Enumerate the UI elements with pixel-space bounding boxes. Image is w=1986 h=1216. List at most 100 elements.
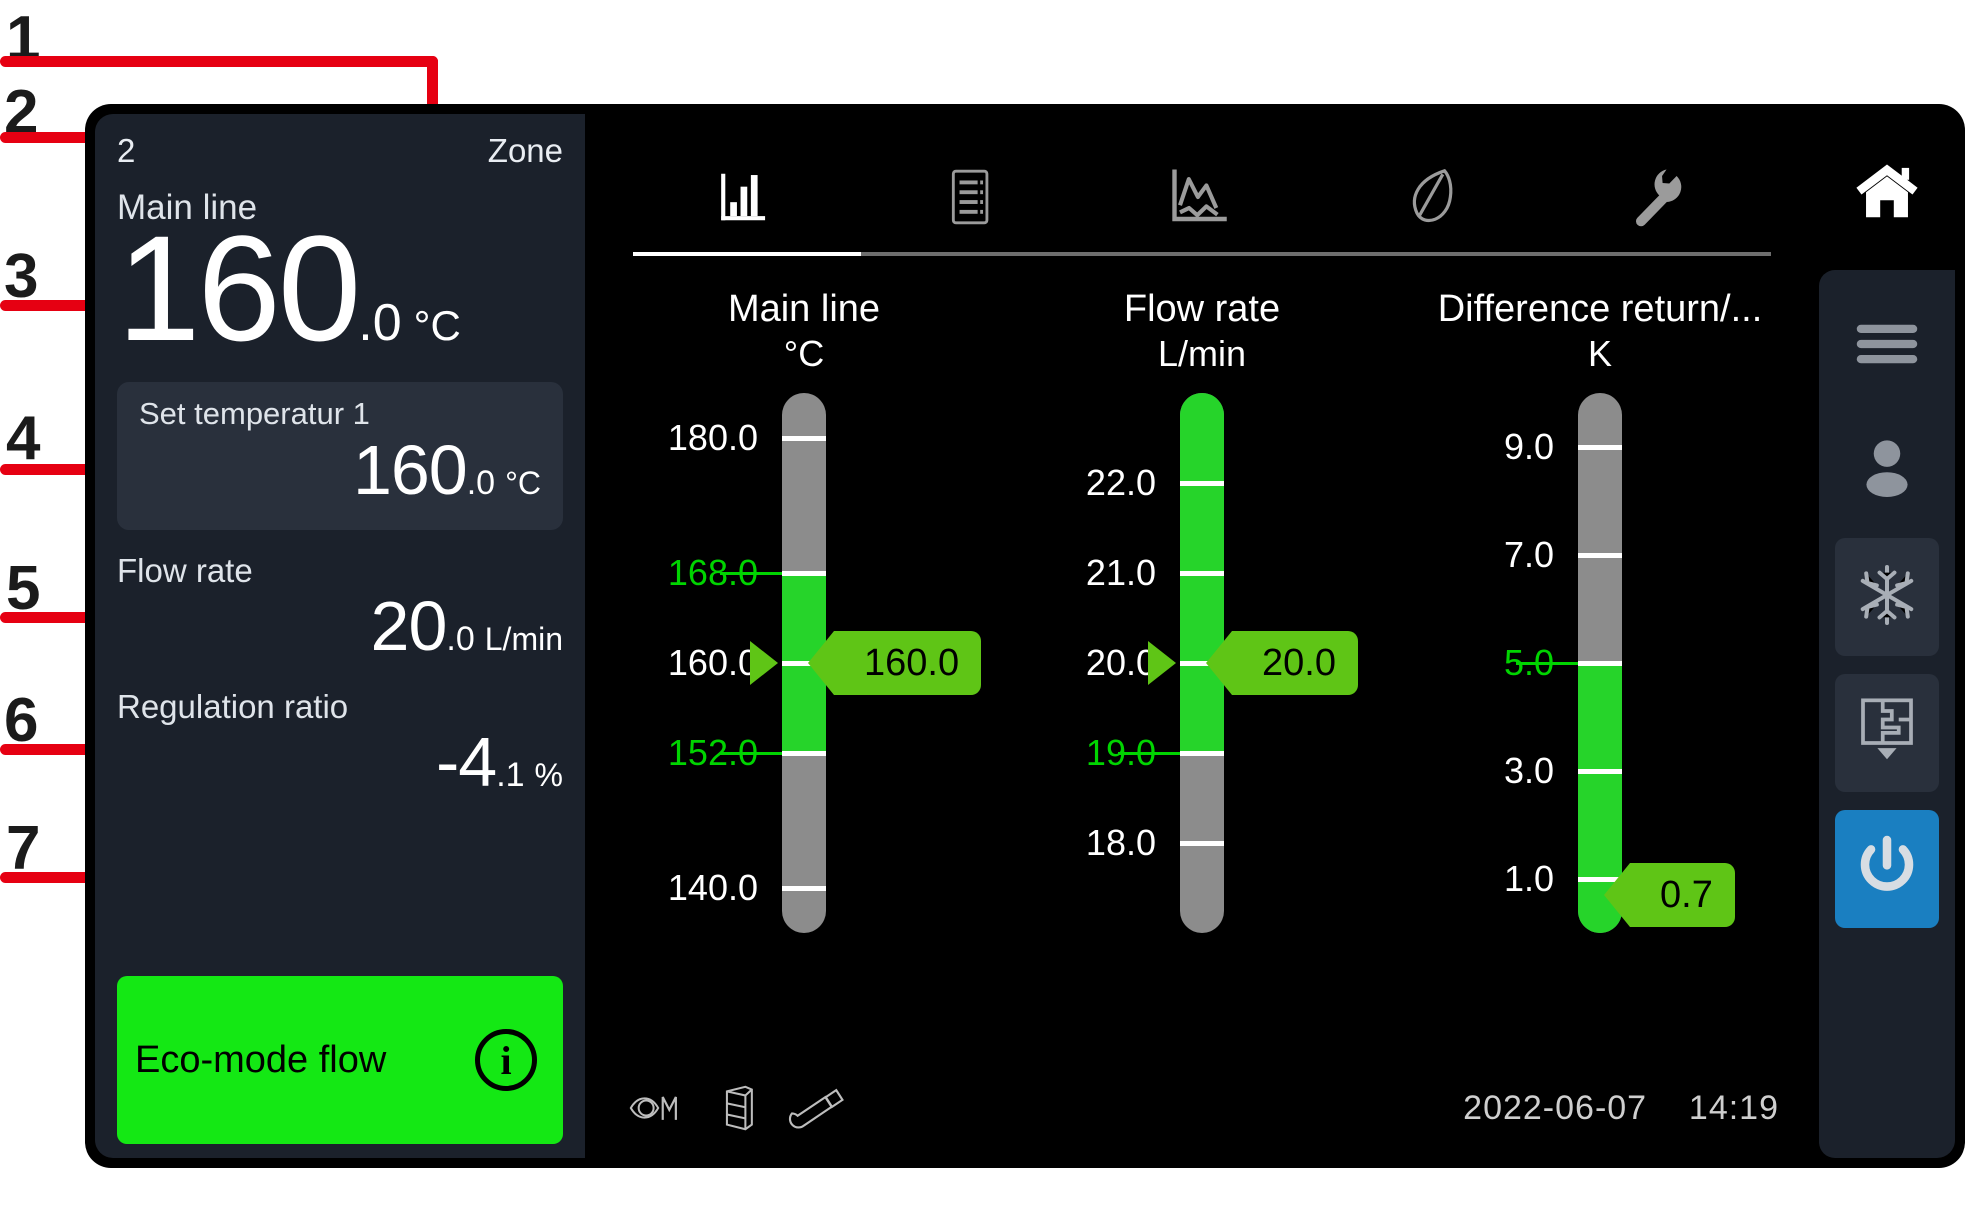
main-line-gauge-limit-line — [720, 572, 782, 575]
user-icon — [1856, 435, 1918, 502]
difference-return-gauge-axis-label: 9.0 — [1503, 426, 1554, 467]
line-chart-icon — [1169, 166, 1235, 228]
menu-button[interactable] — [1835, 294, 1939, 398]
main-line-gauge-value-bubble: 160.0 — [807, 631, 982, 695]
clock: 2022-06-07 14:19 — [1463, 1089, 1779, 1128]
difference-return-gauge-axis-label: 7.0 — [1503, 534, 1554, 575]
set-temperature-dec: .0 — [466, 463, 496, 502]
flow-rate-gauge-tick — [1180, 661, 1224, 666]
flow-rate-gauge-plot: 22.0 21.0 20.0 19.0 18.0 20.0 — [1003, 393, 1401, 933]
difference-return-gauge-unit: K — [1587, 333, 1612, 374]
flow-rate-gauge-track[interactable] — [1180, 393, 1224, 933]
tab-list[interactable] — [861, 142, 1089, 252]
clock-time: 14:19 — [1688, 1088, 1779, 1127]
difference-return-gauge-title: Difference return/... — [1437, 288, 1763, 330]
screen: 2 Zone Main line 160 .0 °C Set temperatu… — [95, 114, 1955, 1158]
annotation-number-3: 3 — [4, 242, 38, 311]
flow-rate-gauge-axis-label: 20.0 — [1085, 642, 1156, 683]
zone-overview-panel: 2 Zone Main line 160 .0 °C Set temperatu… — [95, 114, 585, 1158]
annotation-line-7 — [0, 872, 152, 883]
zones-layout-icon — [1855, 696, 1919, 771]
zone-header: 2 Zone — [117, 132, 563, 170]
eye-m-icon[interactable] — [629, 1088, 691, 1128]
flow-rate-gauge-limit-line — [1118, 752, 1180, 755]
tab-underline — [633, 252, 1771, 256]
main-line-gauge-unit: °C — [783, 333, 825, 374]
power-button[interactable] — [1835, 810, 1939, 928]
flow-rate-gauge-tick — [1180, 571, 1224, 576]
clock-date: 2022-06-07 — [1463, 1088, 1648, 1127]
zone-label: Zone — [487, 132, 563, 169]
main-line-gauge-axis-label: 140.0 — [667, 867, 758, 908]
regulation-ratio-int: -4 — [435, 722, 497, 801]
home-button[interactable] — [1819, 114, 1955, 270]
difference-return-gauge-tick — [1578, 877, 1622, 882]
regulation-ratio-value: -4 .1 % — [117, 722, 563, 802]
wrench-icon — [1629, 166, 1685, 228]
regulation-ratio-label: Regulation ratio — [117, 687, 349, 725]
home-icon — [1853, 158, 1921, 227]
flow-rate-label: Flow rate — [117, 551, 253, 589]
main-line-value-dec: .0 — [358, 294, 402, 352]
tab-active-indicator — [633, 252, 861, 256]
eco-mode-label: Eco-mode flow — [135, 1038, 387, 1081]
main-line-gauge-setpoint-marker — [750, 641, 778, 685]
sidebar-buttons — [1819, 270, 1955, 1158]
main-line-gauge: Main line °C 180.0 168.0 160.0 152.0 140.0 160.… — [605, 288, 1003, 1066]
tab-eco[interactable] — [1316, 142, 1544, 252]
main-line-gauge-title: Main line — [727, 288, 881, 330]
user-button[interactable] — [1835, 416, 1939, 520]
database-icon[interactable] — [721, 1084, 755, 1132]
annotation-number-4: 4 — [6, 404, 40, 473]
flow-rate-metric: Flow rate 20 .0 L/min — [117, 552, 563, 666]
flow-rate-gauge: Flow rate L/min 22.0 21.0 20.0 19.0 18.0 20.0 — [1003, 288, 1401, 1066]
flow-rate-gauge-setpoint-marker — [1148, 641, 1176, 685]
flow-rate-int: 20 — [370, 586, 448, 665]
difference-return-gauge-track[interactable] — [1578, 393, 1622, 933]
difference-return-gauge: Difference return/... K 9.0 7.0 5.0 3.0 1.0 0.7 — [1401, 288, 1799, 1066]
document-list-icon — [945, 166, 1003, 228]
status-bar: 2022-06-07 14:19 — [585, 1066, 1819, 1158]
main-line-gauge-axis-label: 180.0 — [667, 417, 758, 458]
bar-chart-icon — [716, 166, 778, 228]
power-icon — [1854, 834, 1920, 905]
annotation-line-6 — [0, 744, 152, 755]
set-temperature-box[interactable]: Set temperatur 1 160 .0 °C — [117, 381, 563, 530]
snowflake-icon — [1855, 563, 1919, 632]
regulation-ratio-dec: .1 — [496, 755, 525, 794]
zones-button[interactable] — [1835, 674, 1939, 792]
flow-rate-dec: .0 — [446, 619, 475, 658]
set-temperature-unit: °C — [505, 464, 541, 501]
difference-return-gauge-plot: 9.0 7.0 5.0 3.0 1.0 0.7 — [1401, 393, 1799, 933]
main-line-gauge-tick — [782, 661, 826, 666]
difference-return-gauge-value-bubble: 0.7 — [1604, 863, 1735, 928]
annotation-line-4 — [0, 464, 152, 475]
main-line-gauge-tick — [782, 571, 826, 576]
cooling-button[interactable] — [1835, 538, 1939, 656]
main-line-label: Main line — [117, 188, 258, 227]
main-line-gauge-limit-line — [720, 752, 782, 755]
annotation-number-6: 6 — [4, 686, 38, 755]
regulation-ratio-unit: % — [534, 756, 563, 793]
tab-bar-chart[interactable] — [633, 142, 861, 252]
tab-trend[interactable] — [1088, 142, 1316, 252]
annotation-line-1-vertical — [427, 56, 438, 134]
usb-stick-icon[interactable] — [785, 1086, 851, 1130]
main-line-gauge-plot: 180.0 168.0 160.0 152.0 140.0 160.0 — [605, 393, 1003, 933]
info-icon[interactable]: i — [475, 1029, 537, 1091]
flow-rate-unit: L/min — [484, 620, 563, 657]
set-temperature-label: Set temperatur 1 — [139, 395, 370, 431]
difference-return-gauge-limit-line — [1516, 662, 1578, 665]
tab-service[interactable] — [1543, 142, 1771, 252]
eco-mode-button[interactable]: Eco-mode flow i — [117, 976, 563, 1144]
set-temperature-int: 160 — [352, 430, 468, 509]
annotation-number-7: 7 — [6, 814, 40, 883]
main-line-gauge-tick — [782, 751, 826, 756]
flow-rate-gauge-axis-label: 21.0 — [1085, 552, 1156, 593]
flow-rate-gauge-tick — [1180, 841, 1224, 846]
leaf-icon — [1400, 165, 1460, 229]
flow-rate-value: 20 .0 L/min — [117, 586, 563, 666]
main-line-value-int: 160 — [117, 204, 361, 372]
flow-rate-gauge-unit: L/min — [1157, 333, 1247, 374]
annotation-number-5: 5 — [6, 554, 40, 623]
